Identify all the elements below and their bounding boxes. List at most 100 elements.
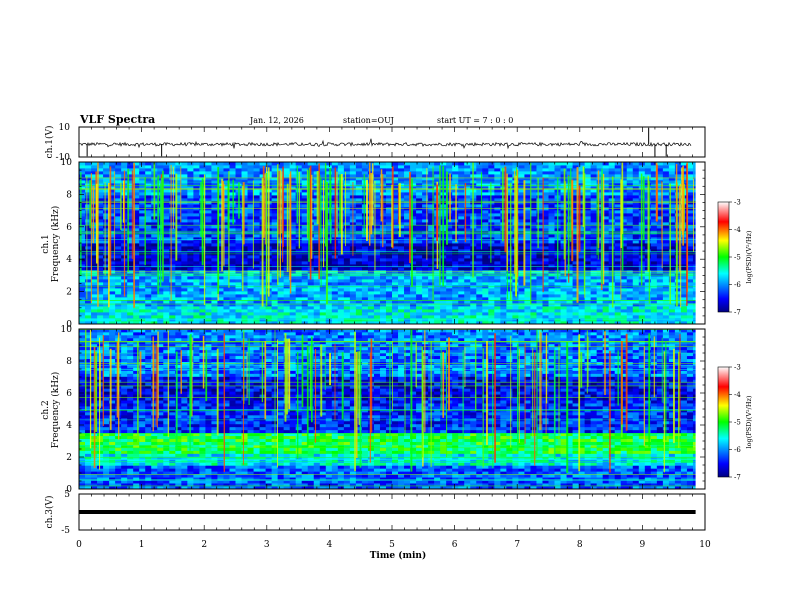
spectrogram-cell (560, 261, 567, 265)
spectrogram-cell (289, 282, 297, 286)
spectrogram-cell (404, 276, 411, 280)
spectrogram-cell (524, 321, 531, 325)
spectrogram-cell (440, 318, 447, 322)
spectrogram-cell (560, 303, 567, 307)
spectrogram-cell (229, 288, 236, 292)
spectrogram-cell (668, 291, 676, 295)
spectrogram-cell (331, 282, 339, 286)
spectrogram-cell (145, 276, 152, 280)
spectrogram-cell (181, 300, 188, 304)
spectrogram-cell (79, 183, 86, 187)
spectrogram-cell (404, 294, 411, 298)
spectrogram-cell (410, 264, 417, 268)
spectrogram-cell (392, 318, 399, 322)
spectrogram-cell (355, 309, 363, 313)
spectrogram-cell (169, 273, 176, 277)
spectrogram-cell (632, 240, 640, 244)
spectrogram-cell (500, 321, 507, 325)
spectrogram-cell (602, 255, 610, 259)
spectrogram-cell (85, 240, 92, 244)
spectrogram-cell (373, 282, 381, 286)
spectrogram-cell (187, 261, 194, 265)
spectrogram-cell (313, 315, 321, 319)
spectrogram-cell (494, 219, 501, 223)
spectrogram-cell (259, 315, 266, 319)
spectrogram-cell (109, 273, 116, 277)
spectrogram-cell (289, 258, 297, 262)
spectrogram-cell (175, 279, 182, 283)
spectrogram-cell (223, 312, 230, 316)
spectrogram-cell (536, 300, 543, 304)
spectrogram-cell (355, 273, 363, 277)
spectrogram-cell (452, 318, 459, 322)
spectrogram-cell (331, 264, 339, 268)
spectrogram-cell (361, 249, 369, 253)
spectrogram-cell (422, 246, 429, 250)
spectrogram-cell (145, 240, 152, 244)
spectrogram-cell (193, 291, 200, 295)
spectrogram-cell (85, 276, 92, 280)
spectrogram-cell (307, 288, 315, 292)
spectrogram-cell (668, 264, 676, 268)
spectrogram-cell (97, 267, 104, 271)
spectrogram-cell (307, 315, 315, 319)
spectrogram-cell (608, 267, 616, 271)
spectrogram-cell (614, 306, 622, 310)
spectrogram-cell (518, 294, 525, 298)
spectrogram-cell (542, 258, 549, 262)
spectrogram-cell (79, 246, 86, 250)
spectrogram-cell (331, 291, 339, 295)
spectrogram-cell (115, 291, 122, 295)
spectrogram-cell (343, 306, 351, 310)
spectrogram-cell (157, 315, 164, 319)
spectrogram-cell (79, 213, 86, 217)
spectrogram-cell (494, 210, 501, 214)
spectrogram-cell (355, 318, 363, 322)
spectrogram-cell (482, 282, 489, 286)
spectrogram-cell (464, 285, 471, 289)
spectrogram-cell (343, 198, 351, 202)
spectrogram-cell (626, 300, 634, 304)
spectrogram-cell (560, 315, 567, 319)
spectrogram-cell (620, 285, 628, 289)
spectrogram-cell (205, 195, 212, 199)
spectrogram-cell (680, 309, 688, 313)
spectrogram-cell (217, 273, 224, 277)
spectrogram-cell (79, 288, 86, 292)
spectrogram-cell (91, 264, 98, 268)
spectrogram-cell (385, 297, 393, 301)
spectrogram-cell (217, 255, 224, 259)
spectrogram-cell (416, 213, 423, 217)
spectrogram-cell (319, 309, 327, 313)
spectrogram-cell (482, 213, 489, 217)
spectrogram-cell (464, 276, 471, 280)
spectrogram-cell (277, 306, 285, 310)
spectrogram-cell (542, 273, 549, 277)
spectrogram-cell (404, 273, 411, 277)
spectrogram-cell (650, 273, 658, 277)
spectrogram-cell (542, 318, 549, 322)
spectrogram-cell (253, 288, 260, 292)
spectrogram-cell (416, 255, 423, 259)
spectrogram-cell (536, 195, 543, 199)
spectrogram-cell (602, 249, 610, 253)
spectrogram-cell (482, 240, 489, 244)
spectrogram-cell (686, 267, 694, 271)
spectrogram-cell (79, 237, 86, 241)
spectrogram-cell (241, 258, 248, 262)
spectrogram-cell (452, 315, 459, 319)
spectrogram-cell (199, 312, 206, 316)
spectrogram-cell (596, 282, 604, 286)
spectrogram-cell (247, 294, 254, 298)
spectrogram-cell (301, 291, 309, 295)
spectrogram-cell (97, 300, 104, 304)
spectrogram-cell (349, 285, 357, 289)
spectrogram-cell (536, 261, 543, 265)
spectrogram-cell (404, 300, 411, 304)
spectrogram-cell (626, 309, 634, 313)
spectrogram-cell (289, 267, 297, 271)
spectrogram-cell (452, 246, 459, 250)
spectrogram-cell (476, 261, 483, 265)
spectrogram-cell (337, 273, 345, 277)
spectrogram-cell (560, 294, 567, 298)
